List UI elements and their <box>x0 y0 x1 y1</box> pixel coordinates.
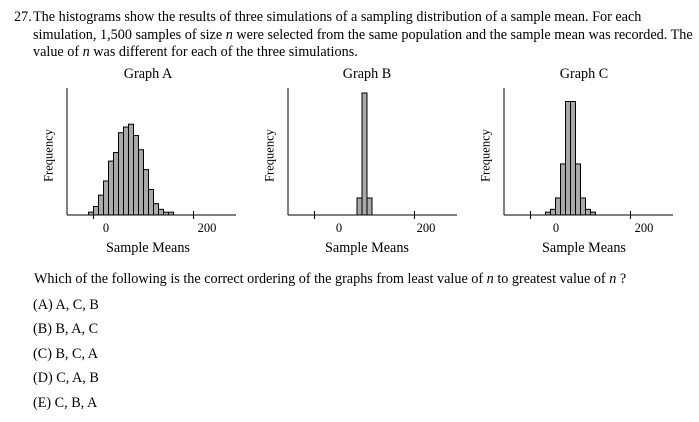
graph-a-bar <box>138 149 144 216</box>
graph-a-bar <box>133 135 139 216</box>
graph-a-bar <box>153 203 159 216</box>
prompt-text: Which of the following is the correct or… <box>34 271 627 287</box>
graph-b-xlabel: Sample Means <box>325 240 409 256</box>
graph-b-bar <box>356 197 363 216</box>
graph-c-bar <box>555 197 561 216</box>
graph-a-bar <box>128 123 134 216</box>
graph-a-ylabel: Frequency <box>41 129 56 182</box>
graph-b-xtick-0: 0 <box>335 221 343 235</box>
graph-a-bar <box>93 205 99 216</box>
graph-a-bar <box>98 194 104 216</box>
graph-a-xlabel: Sample Means <box>106 240 190 256</box>
graph-b-title: Graph B <box>342 66 392 82</box>
graph-b-bar <box>366 197 373 216</box>
graph-c-ylabel: Frequency <box>478 129 493 182</box>
graph-a-plot <box>66 88 236 219</box>
graph-a-title: Graph A <box>123 66 173 82</box>
graph-c-bar <box>565 101 571 216</box>
question-number: 27. <box>14 9 32 25</box>
graph-c-bar <box>570 101 576 216</box>
graph-a-bar <box>168 211 174 216</box>
question-text: The histograms show the results of three… <box>33 9 693 60</box>
graph-c-bar <box>590 211 596 216</box>
graph-a-bar <box>143 169 149 216</box>
graph-a-xtick-200: 200 <box>197 221 217 235</box>
choice-a[interactable]: (A) A, C, B <box>33 297 99 313</box>
graph-a-bar <box>163 211 169 216</box>
graph-c-xlabel: Sample Means <box>542 240 626 256</box>
graph-a-bar <box>148 188 154 216</box>
graph-c-plot <box>503 88 673 219</box>
choice-b[interactable]: (B) B, A, C <box>33 321 99 337</box>
graph-a-bar <box>108 160 114 216</box>
graph-c-bar <box>550 208 556 216</box>
graph-a-bar <box>118 132 124 216</box>
graph-a-bar <box>123 126 129 216</box>
choice-e[interactable]: (E) C, B, A <box>33 395 98 411</box>
graph-c-xtick-0: 0 <box>552 221 560 235</box>
graph-c-title: Graph C <box>559 66 609 82</box>
graph-c-xtick-200: 200 <box>634 221 654 235</box>
graph-b-bar <box>361 92 368 216</box>
graph-b-ylabel: Frequency <box>262 129 277 182</box>
graph-a-bar <box>158 208 164 216</box>
choice-c[interactable]: (C) B, C, A <box>33 346 99 362</box>
graph-b-xtick-200: 200 <box>416 221 436 235</box>
graph-a-bar <box>113 152 119 216</box>
choice-d[interactable]: (D) C, A, B <box>33 370 99 386</box>
graph-c-bar <box>580 197 586 216</box>
graph-c-bar <box>575 163 581 216</box>
graph-a-bar <box>88 211 94 216</box>
graph-c-bar <box>585 208 591 216</box>
graph-b-plot <box>287 88 457 219</box>
graph-a-bar <box>103 180 109 216</box>
graph-c-bar <box>545 211 551 216</box>
graph-c-bar <box>560 163 566 216</box>
graph-a-xtick-0: 0 <box>102 221 110 235</box>
